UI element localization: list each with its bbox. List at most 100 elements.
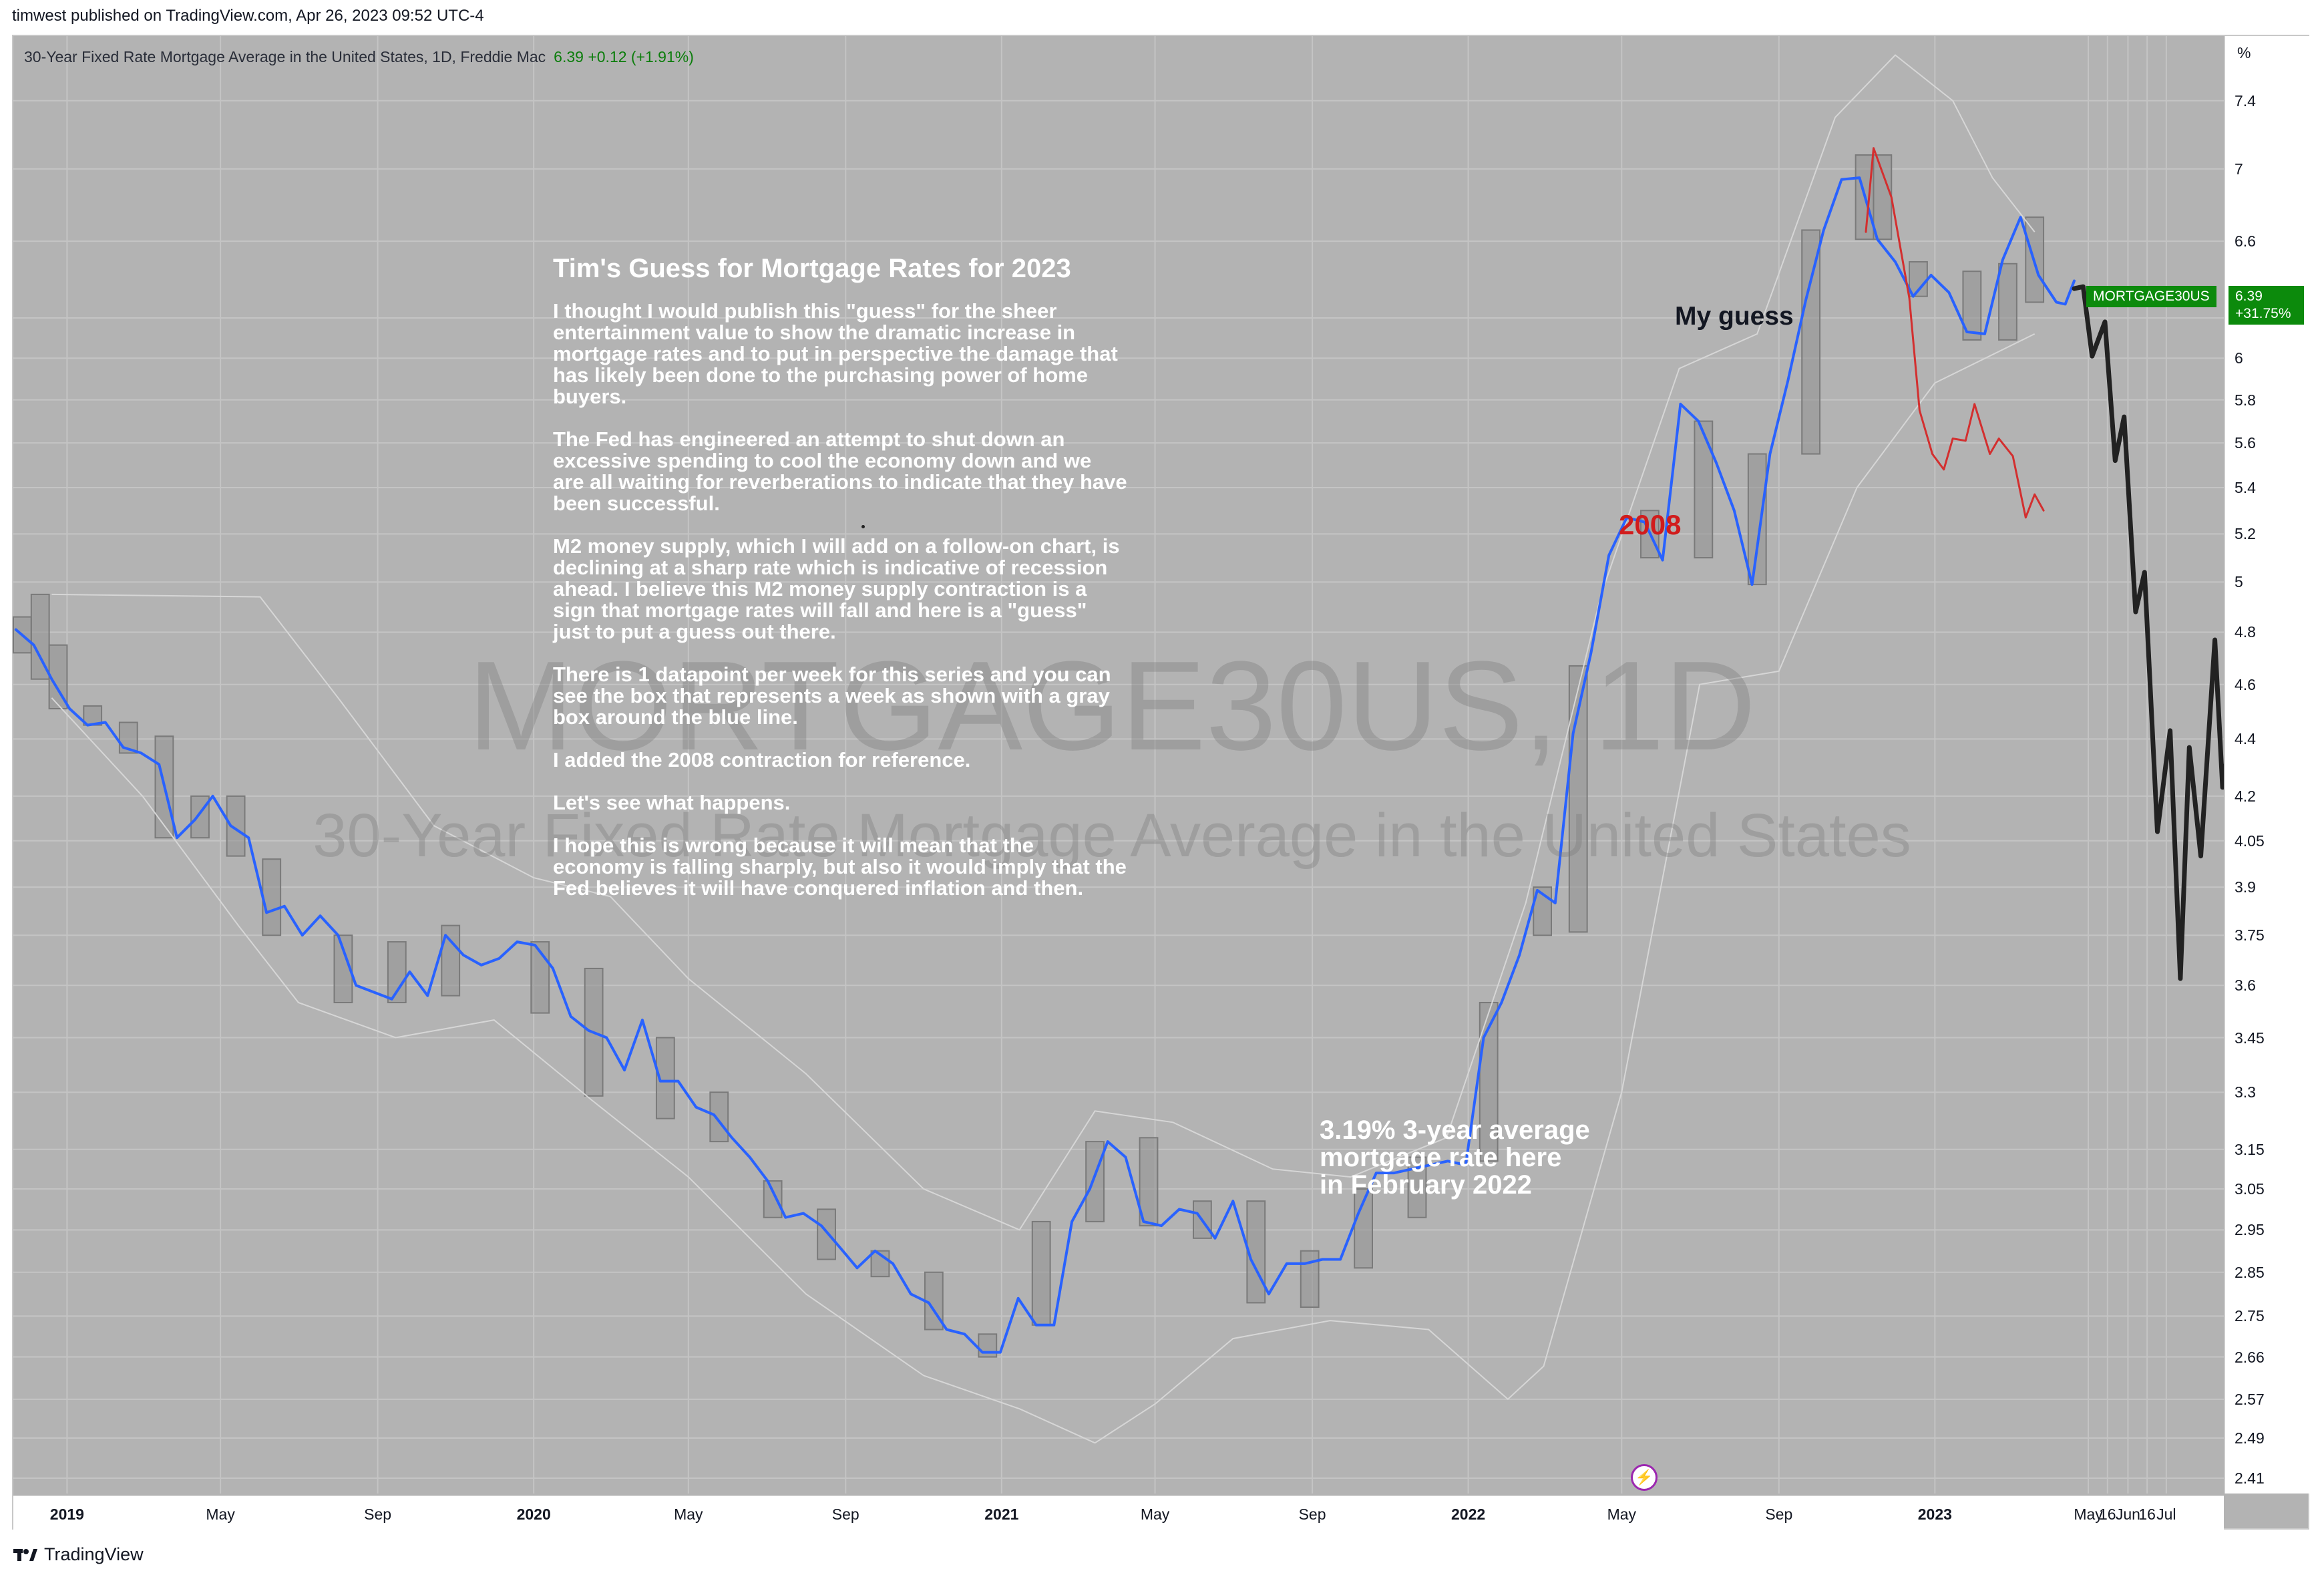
note-paragraph: I hope this is wrong because it will mea…: [553, 834, 1127, 900]
series-legend[interactable]: 30-Year Fixed Rate Mortgage Average in t…: [24, 48, 694, 66]
weekly-box: [154, 735, 174, 839]
last-price-change: +31.75%: [2235, 306, 2291, 321]
stray-dot: [861, 525, 865, 528]
note-paragraph: Let's see what happens.: [553, 791, 791, 814]
price-tick-label: 3.6: [2235, 977, 2256, 995]
time-tick-label: Jun: [2115, 1506, 2140, 1523]
last-price-value: 6.39: [2235, 289, 2263, 304]
price-tick-label: 5.2: [2235, 525, 2256, 543]
time-tick-label: 2019: [49, 1506, 84, 1523]
price-tick-label: 4.6: [2235, 675, 2256, 693]
time-tick-label: May: [674, 1506, 703, 1523]
price-tick-label: 2.75: [2235, 1307, 2265, 1325]
grid-lines: [13, 36, 2224, 1494]
price-axis[interactable]: [2224, 36, 2309, 1494]
note-paragraph: I added the 2008 contraction for referen…: [553, 748, 971, 771]
average-rate-annotation[interactable]: 3.19% 3-year average mortgage rate here …: [1320, 1115, 1590, 1200]
price-tick-label: 2.57: [2235, 1390, 2265, 1408]
note-paragraph: The Fed has engineered an attempt to shu…: [553, 427, 1127, 515]
legend-title: 30-Year Fixed Rate Mortgage Average in t…: [24, 48, 546, 65]
note-paragraph: M2 money supply, which I will add on a f…: [553, 534, 1120, 643]
price-tick-label: 4.2: [2235, 787, 2256, 805]
legend-value: 6.39 +0.12 (+1.91%): [554, 48, 694, 65]
price-tick-label: 4.4: [2235, 730, 2256, 748]
flash-icon[interactable]: ⚡: [1631, 1464, 1658, 1491]
envelope-upper-line: [51, 54, 2036, 1231]
footer-brand[interactable]: TradingView: [13, 1544, 144, 1565]
price-tick-label: 3.3: [2235, 1083, 2256, 1101]
time-tick-label: Sep: [364, 1506, 392, 1523]
time-tick-label: 2020: [516, 1506, 551, 1523]
footer-brand-label: TradingView: [44, 1544, 144, 1564]
price-tick-label: 2.95: [2235, 1221, 2265, 1239]
time-tick-label: May: [206, 1506, 235, 1523]
weekly-box: [1998, 262, 2017, 341]
envelope-bands: [51, 54, 2036, 1444]
tradingview-logo-icon: [13, 1548, 37, 1561]
price-tick-label: 3.05: [2235, 1180, 2265, 1198]
time-tick-label: Jul: [2156, 1506, 2176, 1523]
envelope-lower-line: [51, 333, 2036, 1444]
price-tick-label: 6: [2235, 349, 2243, 367]
series-line-2008: [1865, 147, 2045, 519]
price-tick-label: 2.49: [2235, 1429, 2265, 1447]
weekly-box: [1747, 453, 1767, 586]
price-tick-label: 5: [2235, 573, 2243, 591]
time-tick-label: May: [2074, 1506, 2103, 1523]
reference-2008-annotation[interactable]: 2008: [1619, 509, 1682, 540]
price-tick-label: 6.6: [2235, 232, 2256, 250]
time-tick-label: 16: [2138, 1506, 2156, 1523]
weekly-box: [1855, 154, 1875, 240]
weekly-box: [262, 858, 282, 936]
note-paragraph: I thought I would publish this "guess" f…: [553, 299, 1118, 408]
series-line-my-guess: [2072, 284, 2260, 981]
watermark-description: 30-Year Fixed Rate Mortgage Average in t…: [313, 802, 1911, 870]
price-tick-label: 3.75: [2235, 926, 2265, 944]
time-tick-label: Sep: [1765, 1506, 1793, 1523]
price-axis-unit: %: [2237, 44, 2251, 61]
watermark-symbol: MORTGAGE30US, 1D: [467, 635, 1756, 777]
weekly-box: [1031, 1220, 1051, 1326]
price-tick-label: 2.85: [2235, 1263, 2265, 1281]
series-line-mortgage30us: [14, 176, 2076, 1354]
last-price-label: 6.39 +31.75%: [2229, 286, 2304, 325]
time-tick-label: 2023: [1917, 1506, 1952, 1523]
text-note[interactable]: Tim's Guess for Mortgage Rates for 2023 …: [553, 254, 1127, 920]
price-tick-label: 2.41: [2235, 1469, 2265, 1487]
weekly-box: [763, 1180, 783, 1218]
time-tick-label: Sep: [831, 1506, 859, 1523]
weekly-box: [30, 593, 50, 680]
time-tick-label: Sep: [1298, 1506, 1326, 1523]
price-tick-label: 4.05: [2235, 832, 2265, 850]
weekly-box: [817, 1208, 836, 1260]
weekly-box: [709, 1091, 729, 1143]
weekly-box: [1139, 1137, 1159, 1227]
price-tick-label: 5.6: [2235, 434, 2256, 452]
weekly-box: [13, 616, 32, 654]
note-title: Tim's Guess for Mortgage Rates for 2023: [553, 254, 1071, 283]
weekly-box: [226, 795, 246, 857]
price-tick-label: 5.8: [2235, 391, 2256, 409]
time-tick-label: 2022: [1450, 1506, 1486, 1523]
price-tick-label: 7.4: [2235, 92, 2256, 110]
series-lines: [14, 147, 2260, 1354]
price-tick-label: 7: [2235, 160, 2243, 178]
time-tick-label: 16: [2098, 1506, 2116, 1523]
weekly-box: [1085, 1141, 1105, 1222]
price-tick-label: 3.9: [2235, 878, 2256, 896]
price-tick-label: 4.8: [2235, 623, 2256, 641]
time-tick-label: May: [1607, 1506, 1637, 1523]
guess-annotation[interactable]: My guess: [1675, 302, 1794, 331]
weekly-box: [1300, 1250, 1320, 1308]
time-axis[interactable]: [13, 1495, 2224, 1530]
publish-info: timwest published on TradingView.com, Ap…: [12, 7, 484, 25]
time-tick-label: 2021: [984, 1506, 1019, 1523]
weekly-box: [1694, 420, 1714, 559]
price-tick-label: 5.4: [2235, 478, 2256, 496]
weekly-box: [1873, 154, 1893, 240]
note-paragraph: There is 1 datapoint per week for this s…: [553, 663, 1111, 729]
time-tick-label: May: [1140, 1506, 1170, 1523]
price-tick-label: 2.66: [2235, 1348, 2265, 1366]
weekly-box: [1801, 229, 1821, 455]
